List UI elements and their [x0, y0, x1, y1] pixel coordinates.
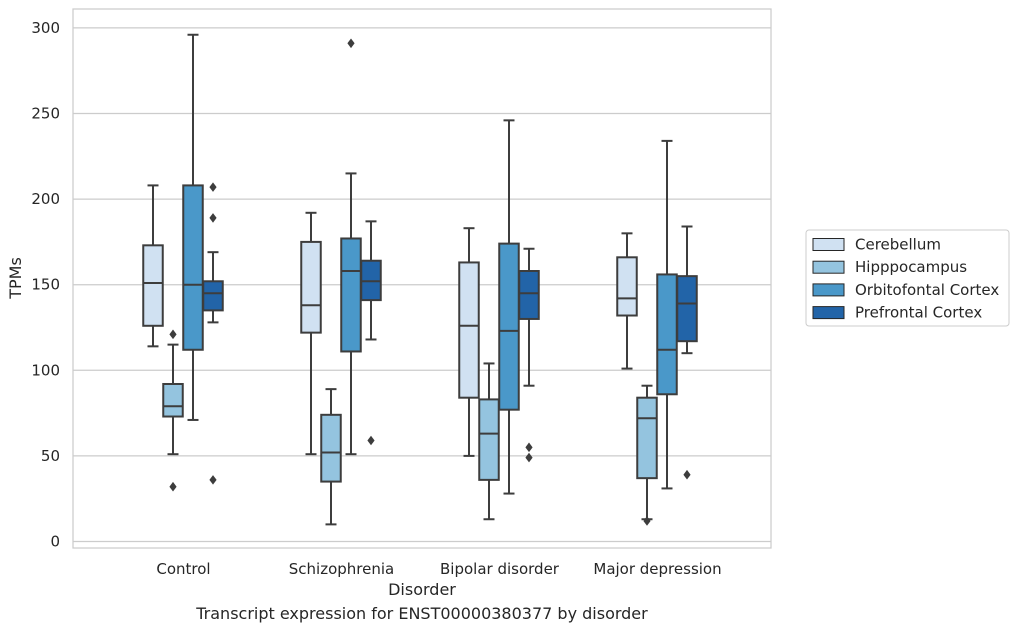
outlier-point [169, 329, 177, 340]
box-iqr [636, 396, 658, 480]
axis-ticks: 0 50 100 150 200 250 300 Control Schizophrenia Bi… [31, 19, 721, 578]
boxplot-chart: 0 50 100 150 200 250 300 Control Schizophrenia Bi… [6, 8, 1010, 599]
box-iqr [656, 273, 678, 396]
box-iqr [182, 184, 204, 351]
legend-label: Orbitofontal Cortex [855, 281, 999, 299]
outlier-point [525, 452, 533, 463]
outlier-point [209, 213, 217, 223]
box-iqr [162, 382, 184, 418]
legend-frame [805, 229, 1010, 327]
box-iqr [300, 240, 322, 334]
y-tick-label: 150 [31, 276, 60, 294]
box-iqr [498, 242, 520, 411]
outlier-point [367, 435, 375, 446]
legend-swatch [812, 238, 845, 251]
y-tick-label: 50 [41, 447, 60, 465]
y-tick-label: 100 [31, 361, 60, 379]
legend-swatch [812, 283, 845, 297]
outlier-point [347, 38, 355, 49]
box-iqr [676, 275, 698, 343]
x-tick-label: Control [156, 560, 210, 578]
outlier-point [209, 182, 217, 192]
y-tick-label: 0 [50, 533, 60, 551]
outlier-point [643, 516, 651, 526]
y-tick-label: 250 [31, 105, 60, 123]
x-tick-label: Schizophrenia [289, 560, 394, 578]
legend-swatch [812, 260, 845, 274]
x-tick-label: Major depression [593, 560, 721, 578]
box-iqr [616, 256, 638, 317]
box-iqr [478, 398, 500, 481]
box-iqr [458, 261, 480, 399]
outlier-point [525, 442, 533, 453]
boxes [142, 33, 698, 526]
y-axis-label: TPMs [6, 257, 25, 300]
legend-label: Hipppocampus [855, 258, 967, 276]
box-iqr [142, 244, 164, 327]
box-iqr [202, 280, 224, 312]
legend-label: Cerebellum [855, 236, 941, 254]
legend-swatch [812, 306, 845, 320]
outlier-point [683, 469, 691, 480]
outlier-point [169, 481, 177, 492]
x-tick-label: Bipolar disorder [440, 560, 560, 578]
legend: Cerebellum Hipppocampus Orbitofontal Corte… [805, 229, 1010, 327]
chart-caption: Transcript expression for ENST0000038037… [196, 604, 648, 623]
legend-label: Prefrontal Cortex [855, 304, 982, 322]
box-iqr [518, 270, 540, 320]
outlier-point [209, 475, 217, 485]
box-iqr [340, 237, 362, 353]
plot-frame [72, 8, 772, 549]
y-tick-label: 300 [31, 19, 60, 37]
box-iqr [320, 413, 342, 483]
y-tick-label: 200 [31, 190, 60, 208]
x-axis-label: Disorder [388, 580, 456, 599]
